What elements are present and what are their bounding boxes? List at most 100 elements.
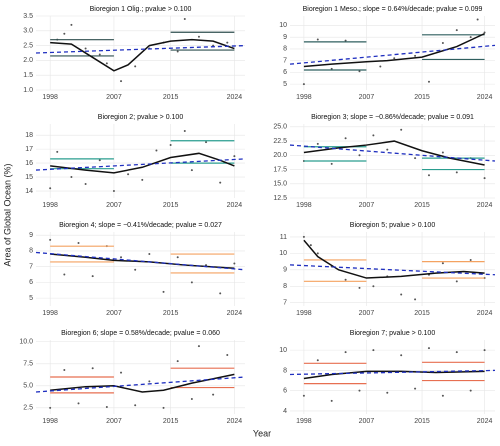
data-point [49,406,52,409]
y-tick-label: 15.0 [273,181,287,188]
y-tick-label: 25.0 [273,124,287,131]
x-tick-label: 2024 [477,202,493,209]
data-point [400,293,403,296]
data-point [386,391,389,394]
x-tick-label: 2015 [414,94,430,101]
x-tick-label: 2007 [106,310,122,317]
data-point [127,173,130,176]
data-point [141,178,144,181]
trend-line [289,144,496,162]
data-point [330,67,333,70]
y-tick-label: 8 [283,283,287,290]
data-point [233,155,236,158]
x-tick-label: 2007 [359,310,375,317]
y-tick-label: 6 [283,388,287,395]
y-tick-label: 11 [280,234,287,241]
panel-title: Bioregion 5; pvalue > 0.100 [350,222,436,229]
data-point [414,298,417,301]
data-point [414,387,417,390]
x-tick-label: 2024 [227,202,243,209]
data-point [84,183,87,186]
data-point [212,393,215,396]
y-tick-label: 4 [283,408,287,415]
data-point [441,42,444,45]
y-axis-label: Area of Global Ocean (%) [2,163,12,266]
y-tick-label: 15 [25,174,33,181]
x-tick-label: 2015 [414,202,430,209]
x-tick-label: 2007 [359,418,375,425]
smooth-line [303,239,485,279]
data-point [98,159,101,162]
panel-title: Bioregion 1 Olig.; pvalue > 0.100 [90,6,192,13]
data-point [148,380,151,383]
y-tick-label: 10 [279,22,287,29]
data-point [162,290,165,293]
data-point [134,268,137,271]
data-point [49,238,52,241]
data-point [63,32,66,35]
panel-title: Bioregion 7; pvalue > 0.100 [350,330,436,337]
data-point [197,345,200,348]
data-point [77,402,80,405]
data-point [316,38,319,41]
data-point [183,129,186,132]
y-tick-label: 2.0 [23,57,33,64]
y-tick-label: 10 [279,250,287,257]
data-point [400,128,403,131]
x-tick-label: 2015 [414,418,430,425]
y-tick-label: 7 [283,300,287,307]
panel-title: Bioregion 2; pvalue > 0.100 [98,114,184,121]
data-point [414,157,417,160]
data-point [134,404,137,407]
trend-line [289,264,496,276]
data-point [63,368,66,371]
x-tick-label: 1998 [42,310,58,317]
data-point [379,65,382,68]
data-point [49,187,52,190]
panel: Bioregion 6; slope = 0.58%/decade; pvalu… [19,330,246,425]
panel-title: Bioregion 6; slope = 0.58%/decade; pvalu… [61,330,220,337]
data-point [400,354,403,357]
y-tick-label: 9 [29,232,33,239]
data-point [120,256,123,259]
data-point [63,273,66,276]
data-point [226,353,229,356]
data-point [162,406,165,409]
data-point [148,253,151,256]
trend-line [289,369,496,376]
data-point [358,70,361,73]
x-tick-label: 2024 [227,418,243,425]
trend-line [35,376,246,393]
data-point [386,148,389,151]
data-point [455,351,458,354]
y-tick-label: 9 [283,34,287,41]
x-tick-label: 2007 [106,202,122,209]
x-tick-label: 2024 [477,310,493,317]
data-point [233,262,236,265]
x-tick-label: 2024 [477,94,493,101]
data-point [105,62,108,65]
y-tick-label: 5.0 [23,383,33,390]
x-tick-label: 1998 [296,310,312,317]
data-point [112,190,115,193]
data-point [372,285,375,288]
y-tick-label: 7 [283,57,287,64]
data-point [91,275,94,278]
smooth-line [50,373,235,393]
data-point [358,389,361,392]
x-tick-label: 1998 [296,418,312,425]
y-tick-label: 3.0 [23,28,33,35]
data-point [105,405,108,408]
panel-title: Bioregion 3; slope = −0.86%/decade; pval… [311,114,474,121]
data-point [393,57,396,60]
data-point [344,137,347,140]
x-tick-label: 1998 [42,418,58,425]
data-point [120,80,123,83]
data-point [455,171,458,174]
data-point [226,41,229,44]
panel: Bioregion 1 Olig.; pvalue > 0.100 1.0 1.5 2… [23,6,246,101]
y-tick-label: 7 [29,263,33,270]
data-point [205,264,208,267]
smooth-line [303,32,485,68]
x-tick-label: 2007 [106,418,122,425]
